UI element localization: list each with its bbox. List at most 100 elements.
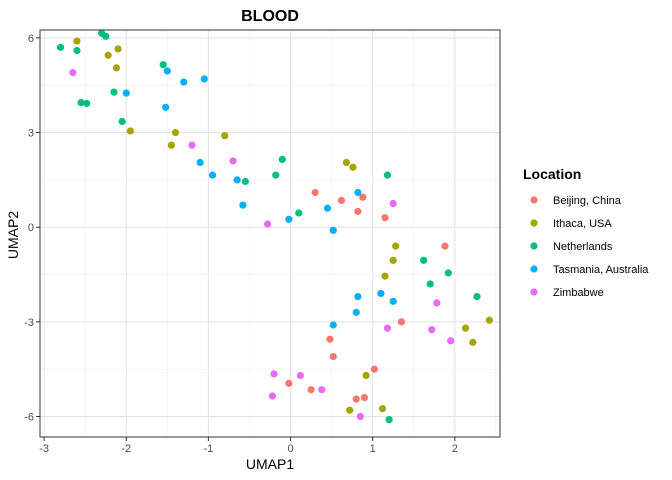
data-point — [112, 64, 120, 72]
y-tick-label: 3 — [28, 128, 34, 140]
y-tick-label: -3 — [24, 317, 34, 329]
data-point — [426, 280, 434, 288]
data-point — [171, 128, 180, 137]
data-points — [56, 29, 493, 424]
legend-label: Beijing, China — [553, 195, 622, 207]
data-point — [278, 155, 286, 163]
y-tick-label: -6 — [24, 411, 34, 423]
data-point — [263, 220, 272, 228]
legend-key — [530, 219, 538, 227]
data-point — [285, 215, 293, 223]
chart-title: BLOOD — [241, 8, 299, 25]
data-point — [381, 272, 389, 280]
data-point — [102, 32, 110, 40]
data-point — [428, 326, 436, 334]
data-point — [73, 37, 81, 45]
data-point — [389, 256, 397, 264]
data-point — [444, 269, 452, 277]
data-point — [114, 45, 122, 53]
data-point — [461, 324, 470, 332]
data-point — [469, 338, 477, 346]
data-point — [377, 289, 385, 298]
data-point — [311, 188, 319, 197]
y-axis-title: UMAP2 — [5, 211, 21, 259]
data-point — [397, 318, 406, 326]
x-tick-label: -2 — [121, 443, 131, 455]
data-point — [378, 405, 387, 413]
x-tick-label: 2 — [452, 443, 458, 455]
data-point — [196, 158, 204, 167]
data-point — [208, 171, 217, 179]
legend-label: Ithaca, USA — [553, 218, 612, 230]
data-point — [295, 209, 303, 217]
data-point — [118, 117, 126, 126]
y-tick-label: 6 — [28, 33, 34, 45]
data-point — [354, 188, 362, 197]
data-point — [389, 199, 397, 208]
data-point — [167, 141, 176, 149]
axes: -3 -2 -1 0 1 2 -6 -3 0 3 6 — [24, 29, 501, 455]
data-point — [77, 98, 85, 107]
x-tick-label: -3 — [39, 443, 49, 455]
y-tick-label: 0 — [28, 222, 34, 234]
data-point — [389, 297, 397, 305]
legend-title: Location — [523, 166, 581, 182]
data-point — [241, 177, 249, 186]
data-point — [239, 201, 247, 209]
data-point — [473, 293, 481, 301]
data-point — [83, 99, 91, 108]
data-point — [104, 51, 112, 59]
data-point — [122, 89, 130, 97]
data-point — [441, 242, 449, 250]
data-point — [329, 321, 337, 329]
data-point — [354, 293, 362, 301]
data-point — [329, 352, 337, 361]
legend: Location Beijing, China Ithaca, USA Nether… — [523, 166, 649, 299]
data-point — [356, 412, 364, 421]
x-tick-label: 1 — [370, 443, 376, 455]
data-point — [323, 204, 332, 212]
plot-panel — [40, 30, 500, 437]
data-point — [346, 406, 354, 414]
data-point — [69, 68, 77, 77]
data-point — [381, 214, 389, 222]
data-point — [447, 337, 455, 345]
data-point — [270, 370, 278, 378]
data-point — [326, 335, 334, 343]
data-point — [200, 75, 208, 83]
data-point — [188, 141, 196, 149]
legend-label: Zimbabwe — [553, 287, 604, 299]
data-point — [485, 316, 493, 324]
plot-background — [40, 30, 500, 437]
legend-key — [530, 288, 538, 296]
data-point — [370, 365, 378, 373]
data-point — [392, 242, 400, 250]
data-point — [73, 46, 81, 55]
data-point — [162, 103, 170, 111]
data-point — [337, 196, 346, 204]
x-axis-title: UMAP1 — [246, 456, 294, 472]
data-point — [233, 176, 241, 184]
data-point — [126, 127, 134, 135]
legend-key — [530, 265, 538, 273]
data-point — [110, 88, 118, 96]
legend-label: Netherlands — [553, 241, 613, 253]
data-point — [352, 308, 360, 316]
data-point — [285, 379, 293, 387]
data-point — [229, 157, 237, 165]
legend-key — [530, 196, 538, 204]
data-point — [352, 395, 360, 403]
data-point — [221, 132, 229, 140]
data-point — [420, 256, 428, 264]
data-point — [268, 392, 277, 400]
legend-label: Tasmania, Australia — [553, 264, 649, 276]
data-point — [349, 163, 357, 171]
data-point — [163, 67, 171, 75]
data-point — [307, 386, 315, 394]
data-point — [360, 393, 369, 402]
data-point — [383, 324, 392, 332]
data-point — [362, 371, 370, 380]
data-point — [385, 416, 393, 424]
data-point — [272, 171, 280, 179]
